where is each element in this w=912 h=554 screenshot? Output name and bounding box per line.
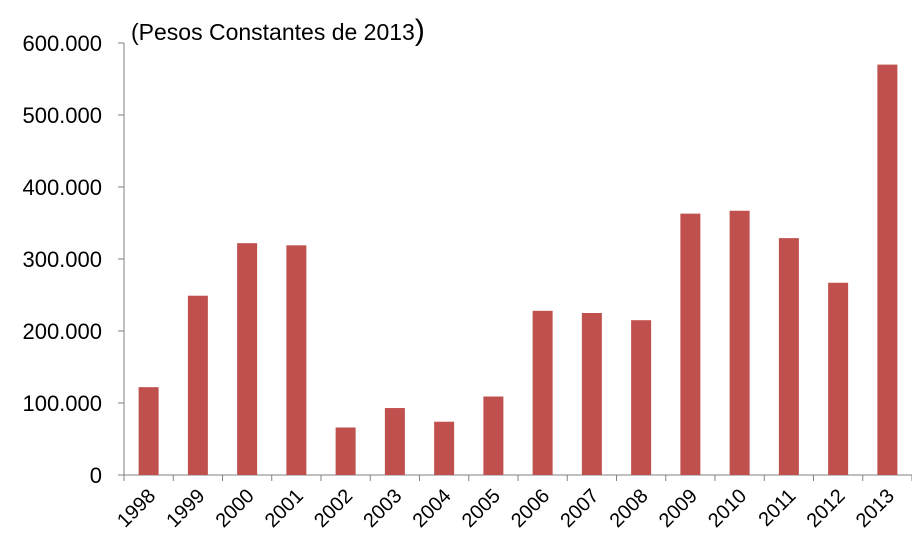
x-tick-label: 2005 [458, 485, 505, 532]
y-tick-label: 0 [90, 463, 102, 488]
bar-2011 [778, 238, 799, 475]
bar-1999 [187, 295, 208, 475]
x-tick-label: 2004 [409, 485, 456, 532]
bar-2013 [877, 64, 898, 475]
chart-title-close-paren: ) [414, 14, 425, 47]
y-tick-label: 600.000 [22, 31, 102, 56]
bar-2008 [631, 320, 652, 475]
x-tick-label: 2002 [310, 485, 357, 532]
x-tick-label: 2013 [852, 485, 899, 532]
bar-2012 [828, 282, 849, 475]
bar-2009 [680, 213, 701, 475]
x-tick-label: 2010 [704, 485, 751, 532]
x-tick-label: 2007 [556, 485, 603, 532]
x-tick-label: 1998 [113, 485, 160, 532]
bar-2004 [434, 421, 455, 475]
bar-2005 [483, 396, 504, 475]
x-tick-label: 2001 [261, 485, 308, 532]
bar-2002 [335, 427, 356, 475]
x-tick-label: 2006 [507, 485, 554, 532]
x-tick-label: 2003 [359, 485, 406, 532]
bar-2010 [729, 210, 750, 475]
bar-2006 [532, 310, 553, 475]
x-tick-label: 1999 [162, 485, 209, 532]
y-tick-label: 200.000 [22, 319, 102, 344]
x-tick-label: 2009 [655, 485, 702, 532]
y-tick-label: 300.000 [22, 247, 102, 272]
x-tick-label: 2000 [212, 485, 259, 532]
x-tick-label: 2012 [803, 485, 850, 532]
y-tick-label: 500.000 [22, 103, 102, 128]
bar-2003 [384, 408, 405, 475]
y-tick-label: 100.000 [22, 391, 102, 416]
x-tick-label: 2008 [606, 485, 653, 532]
chart-title-text: (Pesos Constantes de 2013 [131, 19, 415, 45]
y-tick-label: 400.000 [22, 175, 102, 200]
bar-2007 [581, 313, 602, 475]
x-tick-label: 2011 [754, 485, 800, 531]
chart-title: (Pesos Constantes de 2013) [131, 14, 425, 48]
bar-2000 [237, 243, 258, 475]
bar-2001 [286, 245, 307, 475]
bar-1998 [138, 387, 159, 475]
